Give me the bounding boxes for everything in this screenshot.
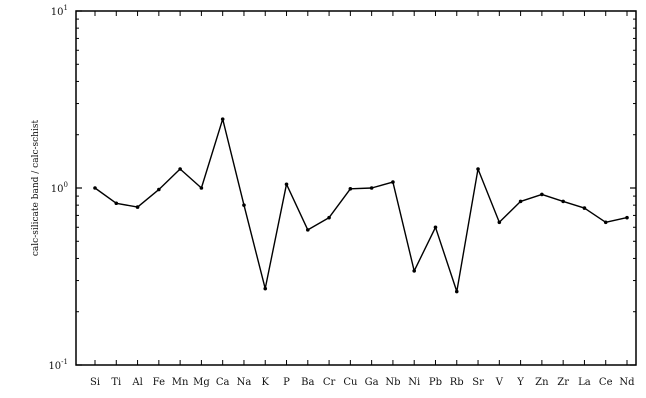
x-tick-label-nd: Nd — [619, 377, 635, 388]
x-tick-label-zr: Zr — [557, 377, 569, 388]
data-point-pb — [433, 225, 438, 230]
data-point-zr — [561, 199, 565, 204]
x-tick-label-v: V — [495, 377, 504, 388]
data-point-zn — [540, 192, 544, 197]
data-point-cu — [348, 186, 353, 191]
x-tick-label-pb: Pb — [429, 377, 442, 388]
x-tick-label-p: P — [283, 377, 290, 388]
x-tick-label-la: La — [578, 377, 591, 388]
data-point-na — [242, 203, 246, 207]
x-tick-label-al: Al — [131, 377, 142, 388]
y-tick-label: 10-1 — [48, 358, 68, 372]
data-point-ti — [114, 201, 119, 206]
data-point-ga — [369, 186, 374, 190]
data-point-cr — [327, 215, 331, 220]
y-tick-label: 100 — [51, 181, 68, 195]
x-tick-label-ni: Ni — [408, 377, 420, 388]
data-point-nb — [391, 180, 395, 184]
x-tick-label-ti: Ti — [111, 377, 121, 388]
data-point-al — [135, 205, 140, 209]
data-point-rb — [454, 289, 459, 294]
series-layer — [93, 117, 629, 294]
data-point-sr — [476, 167, 480, 171]
x-tick-label-mn: Mn — [172, 377, 189, 388]
data-point-k — [263, 286, 268, 291]
x-tick-label-na: Na — [237, 377, 252, 388]
x-tick-label-ga: Ga — [365, 377, 379, 388]
y-tick-label: 101 — [51, 4, 68, 18]
x-tick-label-nb: Nb — [385, 377, 400, 388]
x-tick-label-si: Si — [90, 377, 100, 388]
y-axis-title: calc-silicate band / calc-schist — [31, 120, 41, 257]
x-tick-label-ce: Ce — [599, 377, 613, 388]
x-tick-label-sr: Sr — [472, 377, 484, 388]
data-point-ca — [220, 117, 225, 121]
data-point-ce — [603, 220, 608, 225]
x-tick-label-fe: Fe — [153, 377, 165, 388]
y-axis: 101 100 10-1 — [48, 4, 636, 372]
x-axis: Si Ti Al Fe Mn Mg Ca Na K P Ba Cr Cu Ga Nb Ni Pb Rb Sr V Y Zn… — [90, 11, 635, 388]
data-point-p — [284, 182, 289, 187]
x-tick-label-k: K — [261, 377, 269, 388]
data-point-ba — [306, 228, 310, 232]
x-tick-label-y: Y — [516, 377, 524, 388]
data-point-y — [518, 199, 523, 204]
data-point-fe — [157, 187, 161, 192]
data-point-la — [582, 206, 587, 210]
x-tick-label-ca: Ca — [216, 377, 230, 388]
x-tick-label-ba: Ba — [301, 377, 314, 388]
x-tick-label-rb: Rb — [450, 377, 464, 388]
x-tick-label-cr: Cr — [323, 377, 336, 388]
data-point-v — [497, 220, 502, 225]
x-tick-label-cu: Cu — [343, 377, 358, 388]
data-point-mn — [178, 167, 182, 171]
data-point-si — [93, 186, 97, 190]
data-point-mg — [199, 186, 204, 190]
series-line — [94, 118, 628, 293]
x-tick-label-mg: Mg — [193, 377, 210, 388]
data-point-nd — [625, 215, 629, 220]
data-point-ni — [412, 269, 417, 273]
x-tick-label-zn: Zn — [535, 377, 549, 388]
